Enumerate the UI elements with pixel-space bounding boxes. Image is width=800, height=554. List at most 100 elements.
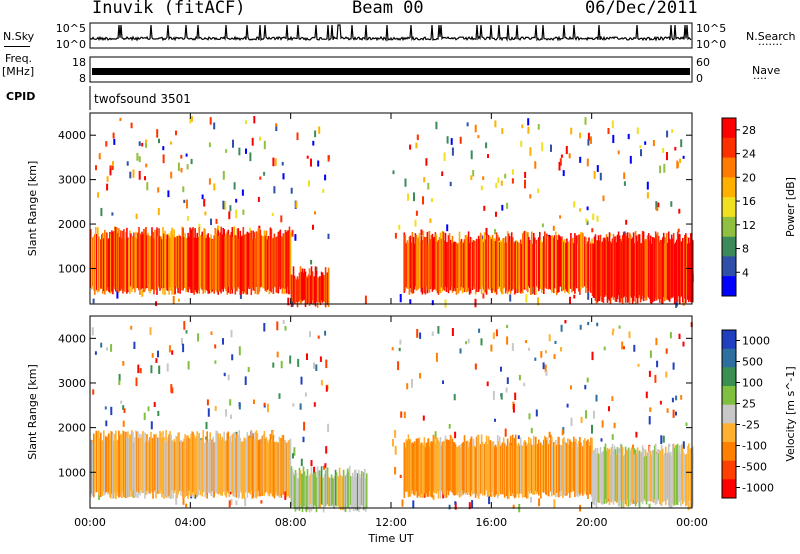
velocity-band-cell <box>363 468 366 510</box>
power-cell <box>671 129 674 133</box>
power-cell <box>623 181 626 186</box>
power-band-cell <box>269 227 272 291</box>
velocity-band-cell <box>293 475 296 509</box>
velocity-band-cell <box>197 435 199 496</box>
power-cell <box>537 188 540 194</box>
power-band-cell <box>503 242 506 288</box>
velocity-band-cell <box>536 445 538 494</box>
power-band-cell <box>630 239 633 298</box>
power-band-cell <box>275 237 278 293</box>
velocity-cell <box>682 441 685 449</box>
velocity-band-cell <box>503 443 506 498</box>
power-cell <box>527 118 530 126</box>
velocity-band-cell <box>529 442 531 494</box>
power-band-cell <box>313 276 316 304</box>
colorbar-swatch <box>722 256 736 277</box>
velocity-band-cell <box>330 474 333 506</box>
velocity-band-cell <box>671 444 674 504</box>
velocity-heatmap-cells <box>90 319 694 513</box>
velocity-band-cell <box>556 444 558 493</box>
velocity-band-cell <box>615 454 618 503</box>
velocity-cell <box>416 329 419 338</box>
velocity-band-cell <box>287 440 290 497</box>
velocity-band-cell <box>236 435 239 493</box>
velocity-band-cell <box>288 440 291 499</box>
colorbar-swatch <box>722 177 736 198</box>
velocity-band-cell <box>321 478 324 505</box>
power-band-cell <box>489 236 492 288</box>
velocity-band-cell <box>515 444 518 494</box>
colorbar-swatch <box>722 118 736 139</box>
velocity-cell <box>92 389 95 395</box>
power-band-cell <box>580 232 582 290</box>
power-band-cell <box>572 237 574 292</box>
xtick-label: 00:00 <box>676 516 708 529</box>
power-band-cell <box>504 236 507 294</box>
power-band-cell <box>556 235 558 296</box>
power-band-cell <box>227 229 230 293</box>
power-cell <box>233 182 236 190</box>
ytick-label: 1000 <box>58 466 86 479</box>
power-cell <box>474 298 477 308</box>
velocity-band-cell <box>141 434 143 494</box>
power-band-cell <box>289 232 292 290</box>
power-band-cell <box>196 232 198 294</box>
velocity-cell <box>157 410 160 417</box>
velocity-band-cell <box>479 444 482 494</box>
velocity-cell <box>437 326 440 334</box>
velocity-band-cell <box>604 443 607 500</box>
power-cell <box>204 211 207 216</box>
velocity-band-cell <box>571 446 573 493</box>
power-band-cell <box>647 233 650 298</box>
power-band-cell <box>296 276 299 308</box>
power-cell <box>625 219 628 225</box>
velocity-band-cell <box>640 452 643 502</box>
velocity-band-cell <box>579 437 581 496</box>
power-band-cell <box>284 230 287 289</box>
power-cell <box>611 120 614 129</box>
velocity-cell <box>678 333 681 340</box>
velocity-band-cell <box>588 441 590 494</box>
power-band-cell <box>143 228 145 293</box>
power-band-cell <box>238 238 241 289</box>
power-band-cell <box>666 242 669 300</box>
velocity-band-cell <box>564 442 566 496</box>
velocity-band-cell <box>681 444 683 501</box>
power-cell <box>596 215 599 222</box>
velocity-band-cell <box>422 444 425 497</box>
power-band-cell <box>472 240 475 287</box>
power-band-cell <box>323 275 326 302</box>
power-cell <box>189 118 192 124</box>
power-band-cell <box>478 238 481 290</box>
nsearch-tick: 10^5 <box>696 22 726 35</box>
velocity-cell <box>648 503 651 509</box>
velocity-band-cell <box>355 476 358 511</box>
power-band-cell <box>206 234 208 291</box>
velocity-cell <box>325 359 328 369</box>
velocity-band-cell <box>254 431 257 498</box>
power-band-cell <box>281 237 284 294</box>
power-band-cell <box>151 227 153 290</box>
velocity-band-cell <box>438 442 441 492</box>
velocity-band-cell <box>91 440 93 494</box>
velocity-cell <box>282 319 285 324</box>
velocity-cell <box>235 500 238 506</box>
velocity-cell <box>548 431 551 438</box>
velocity-cell <box>512 504 515 509</box>
power-band-cell <box>104 229 106 295</box>
power-band-cell <box>471 241 474 290</box>
power-band-cell <box>586 243 588 288</box>
power-band-cell <box>601 241 604 302</box>
power-cell <box>129 171 132 179</box>
velocity-cell <box>168 345 171 353</box>
velocity-band-cell <box>217 433 219 495</box>
velocity-cell <box>465 341 467 345</box>
velocity-band-cell <box>223 431 225 492</box>
power-band-cell <box>207 233 209 294</box>
power-band-cell <box>611 238 614 297</box>
velocity-cell <box>104 406 107 410</box>
power-band-cell <box>155 230 157 290</box>
power-band-cell <box>608 232 611 301</box>
velocity-band-cell <box>469 438 472 497</box>
power-cell <box>482 176 485 180</box>
